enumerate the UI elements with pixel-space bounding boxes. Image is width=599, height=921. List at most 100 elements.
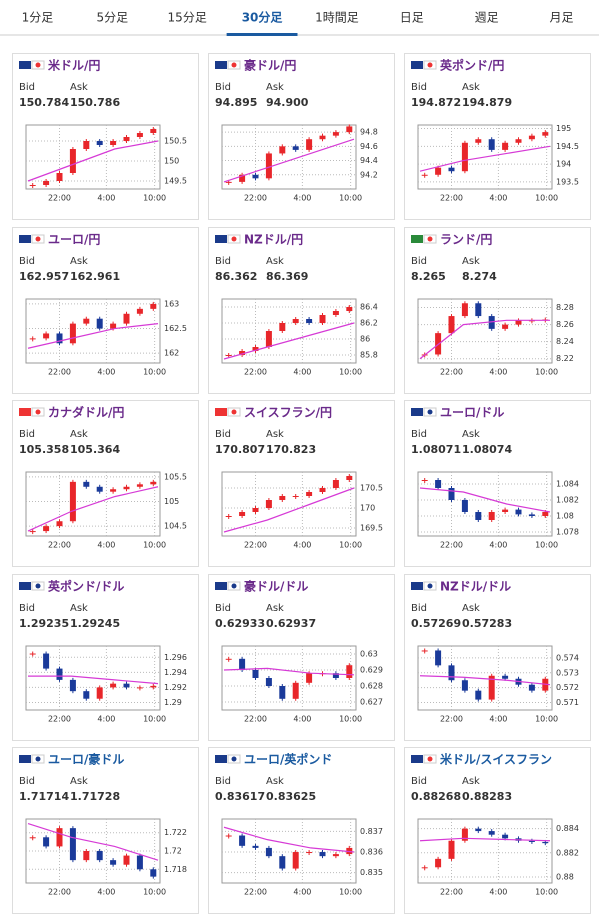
candle [225,355,232,356]
flag [411,408,423,416]
candle [279,146,286,154]
quote-card[interactable]: 豪ドル/円 Bid Ask 94.895 94.900 94.2 94.4 94.6 94.8 2… [208,53,395,220]
pair-title[interactable]: ユーロ/豪ドル [48,752,124,767]
candle [56,521,63,527]
x-tick-label: 4:00 [489,368,507,377]
candle [265,847,272,857]
x-tick-label: 4:00 [97,888,115,897]
pair-title[interactable]: 米ドル/スイスフラン [440,752,552,767]
y-tick-label: 105 [164,497,179,506]
pair-title[interactable]: ランド/円 [440,233,492,247]
x-tick-label: 22:00 [244,715,267,724]
candle [265,500,272,508]
bid-value: 86.362 [215,270,257,283]
y-tick-label: 0.837 [360,827,383,836]
candle [110,860,117,865]
ask-value: 8.274 [462,270,497,283]
ask-label: Ask [462,256,480,267]
flag [19,408,31,416]
pair-title[interactable]: 英ポンド/円 [440,58,504,73]
pair-title[interactable]: 米ドル/円 [48,58,100,73]
tab[interactable]: 15分足 [168,11,207,25]
bid-value: 194.872 [411,96,461,109]
x-tick-label: 4:00 [293,194,311,203]
pair-title[interactable]: 豪ドル/円 [244,58,296,73]
ask-value: 194.879 [462,96,512,109]
candle [488,316,495,329]
candle [150,685,157,688]
tab[interactable]: 日足 [400,11,424,25]
bid-label: Bid [411,776,427,787]
y-tick-label: 1.08 [556,512,574,521]
bid-label: Bid [19,82,35,93]
flag [35,583,41,589]
tab[interactable]: 週足 [475,11,499,25]
pair-title[interactable]: NZドル/ドル [440,580,511,594]
candle [502,324,509,329]
tab[interactable]: 5分足 [96,11,128,25]
candle [448,840,455,859]
tab[interactable]: 1分足 [22,11,54,25]
quote-card[interactable]: ランド/円 Bid Ask 8.265 8.274 8.22 8.24 8.26 8.28 22:… [404,227,591,394]
x-tick-label: 22:00 [48,888,71,897]
pair-title[interactable]: ユーロ/ドル [440,406,504,420]
candle [332,132,339,136]
flag [427,756,433,762]
x-tick-label: 22:00 [440,368,463,377]
moving-average [223,826,355,853]
pair-title[interactable]: スイスフラン/円 [244,406,332,420]
pair-title[interactable]: ユーロ/英ポンド [244,752,332,767]
candle [110,489,117,492]
ask-value: 0.88283 [462,790,512,803]
ask-label: Ask [70,603,88,614]
candle [110,323,117,329]
candle [448,167,455,172]
quote-card[interactable]: NZドル/円 Bid Ask 86.362 86.369 85.8 86 86.2 86.4 22… [208,227,395,394]
candle [225,181,232,183]
flag [215,408,227,416]
candle [123,486,130,490]
pair-title[interactable]: 豪ドル/ドル [244,579,308,594]
x-tick-label: 10:00 [143,368,166,377]
pair-title[interactable]: ユーロ/円 [48,233,100,247]
candle [69,149,76,173]
candle [488,675,495,700]
moving-average [419,675,551,686]
bid-label: Bid [411,256,427,267]
y-tick-label: 1.72 [164,847,182,856]
ask-value: 150.786 [70,96,120,109]
tab[interactable]: 30分足 [242,10,283,25]
pair-title[interactable]: NZドル/円 [244,233,303,247]
y-tick-label: 0.63 [360,650,378,659]
moving-average [419,319,550,360]
candle [319,852,326,857]
x-tick-label: 10:00 [339,715,362,724]
candle [29,653,36,655]
bid-value: 1.29235 [19,617,69,630]
pair-title[interactable]: 英ポンド/ドル [48,579,124,594]
moving-average [419,487,551,513]
tab[interactable]: 月足 [550,11,574,25]
ask-value: 1.29245 [70,617,120,630]
ask-value: 1.71728 [70,790,120,803]
candle [29,531,36,533]
candle [56,668,63,680]
y-tick-label: 8.24 [556,337,574,346]
candle [265,153,272,179]
pair-title[interactable]: カナダドル/円 [48,405,124,420]
candle [292,146,299,150]
tab[interactable]: 1時間足 [315,11,359,25]
y-tick-label: 0.628 [360,682,383,691]
